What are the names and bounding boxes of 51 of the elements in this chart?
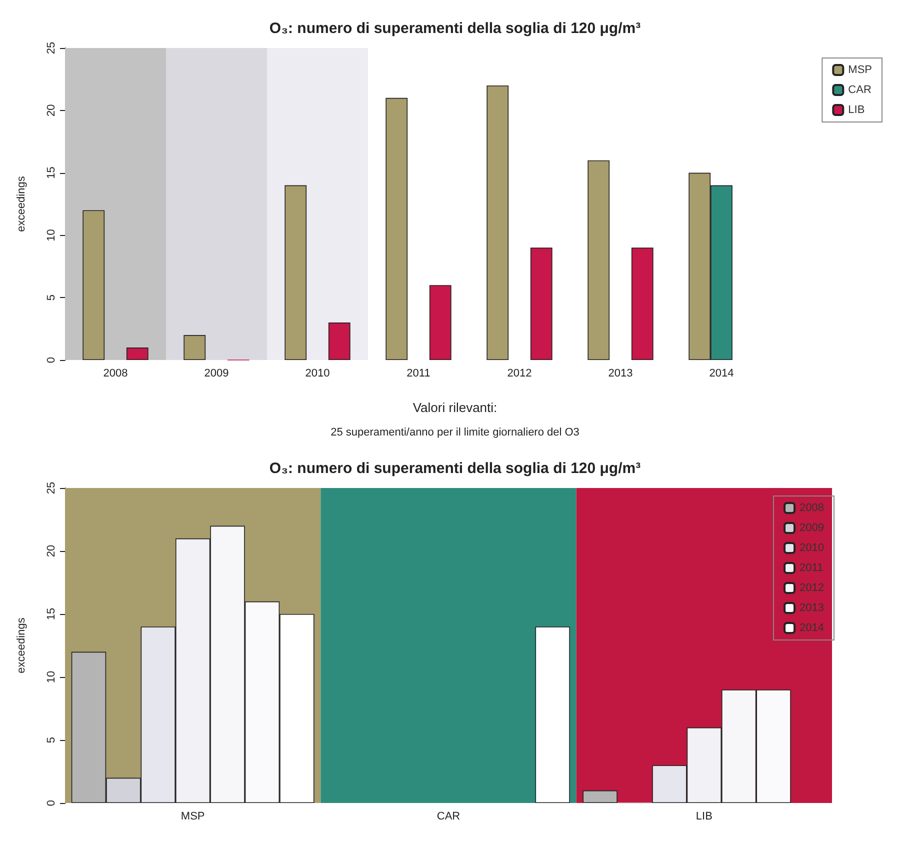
legend-label: MSP [848, 64, 872, 76]
bar [535, 626, 570, 803]
bar [386, 98, 408, 360]
bar [631, 248, 654, 360]
x-tick-label: 2013 [608, 368, 633, 380]
x-tick-label: 2012 [507, 368, 532, 380]
legend-label: 2013 [800, 602, 824, 614]
bar [126, 348, 148, 360]
text: Valori rilevanti: [412, 400, 498, 415]
y-axis-title: exceedings [16, 617, 28, 674]
legend-label: CAR [848, 84, 872, 96]
x-tick-label: 2011 [406, 368, 430, 380]
bar [486, 85, 509, 360]
y-tick-label: 25 [46, 42, 58, 54]
legend-label: 2008 [800, 502, 824, 514]
y-tick-label: 15 [46, 608, 58, 620]
bar [582, 790, 618, 803]
y-tick-label: 10 [46, 229, 58, 242]
x-tick-label: 2014 [709, 368, 734, 380]
legend-label: 2010 [800, 542, 824, 554]
bar [429, 285, 452, 360]
x-tick-label: LIB [696, 810, 712, 822]
legend-label: 2014 [800, 622, 824, 634]
y-tick-label: 20 [46, 104, 58, 117]
y-tick-label: 10 [46, 670, 58, 684]
y-axis-title: exceedings [16, 176, 28, 232]
bar [284, 185, 307, 360]
x-tick-label: 2009 [204, 368, 229, 380]
x-tick-label: 2008 [103, 368, 128, 380]
y-tick-label: 5 [46, 736, 58, 744]
chart-title: O₃: numero di superamenti della soglia di 120 μg/m³ [269, 20, 641, 37]
chart-title: O₃: numero di superamenti della soglia di 120 μg/m³ [269, 460, 641, 477]
y-tick-label: 20 [46, 544, 58, 558]
x-tick-label: 2010 [305, 368, 330, 380]
y-tick-label: 0 [46, 356, 58, 364]
y-tick-label: 15 [46, 166, 58, 179]
bar [530, 248, 552, 360]
legend-label: 2009 [800, 522, 824, 534]
y-tick-label: 25 [46, 482, 58, 494]
legend-label: LIB [848, 104, 865, 116]
text: 25 superamenti/anno per il limite giornaliero del O3 [330, 426, 580, 438]
legend-label: 2011 [800, 562, 824, 574]
bar [82, 210, 105, 360]
y-tick-label: 0 [46, 800, 58, 806]
legend-label: 2012 [800, 582, 824, 594]
x-tick-label: MSP [180, 810, 205, 822]
bar [184, 335, 206, 360]
bar [588, 160, 610, 360]
bar [328, 322, 350, 360]
x-tick-label: CAR [436, 810, 460, 822]
y-tick-label: 5 [46, 294, 58, 301]
